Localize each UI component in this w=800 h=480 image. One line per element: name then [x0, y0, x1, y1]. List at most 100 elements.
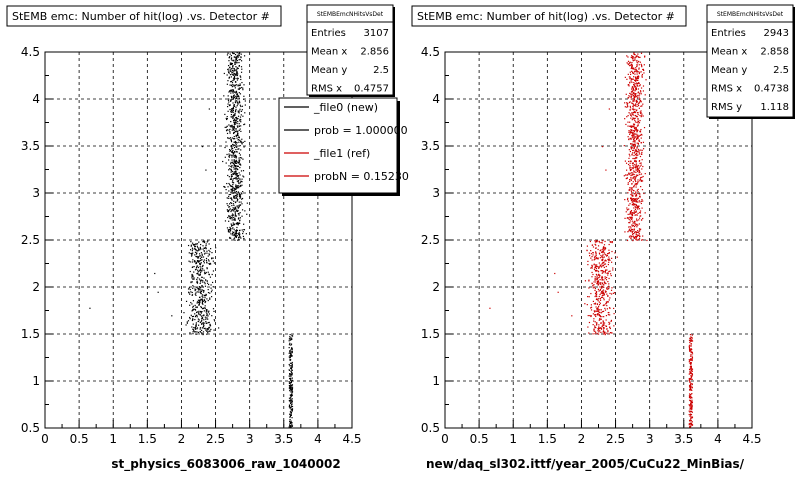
data-point — [635, 104, 637, 106]
data-point — [688, 419, 691, 421]
data-point — [234, 144, 236, 146]
data-point — [633, 236, 635, 238]
y-tick-label: 1 — [32, 374, 40, 388]
data-point — [689, 359, 692, 361]
data-point — [597, 280, 599, 282]
data-point — [206, 267, 208, 269]
data-point — [235, 169, 237, 171]
data-point — [610, 275, 612, 277]
data-point — [196, 291, 198, 293]
data-point — [638, 60, 640, 63]
data-point — [290, 380, 292, 382]
data-point — [189, 316, 191, 319]
data-point — [598, 298, 600, 300]
data-point — [632, 71, 634, 73]
data-point — [691, 416, 693, 418]
data-point — [239, 154, 242, 156]
data-point — [291, 337, 293, 339]
data-point — [630, 229, 633, 231]
data-point — [690, 418, 692, 420]
data-point — [228, 229, 230, 231]
data-point — [232, 173, 235, 175]
data-point — [238, 129, 240, 131]
data-point — [200, 271, 202, 274]
data-point — [198, 274, 200, 276]
data-point — [229, 53, 231, 55]
data-point — [607, 314, 609, 316]
data-point — [610, 293, 613, 295]
data-point — [201, 319, 203, 322]
data-point — [601, 277, 603, 279]
data-point — [228, 195, 230, 198]
data-point — [627, 163, 630, 166]
data-point — [593, 318, 595, 320]
data-point — [231, 69, 234, 71]
data-point — [229, 185, 232, 187]
data-point — [629, 226, 631, 228]
data-point — [229, 128, 231, 130]
data-point — [634, 105, 637, 107]
data-point — [595, 281, 597, 283]
data-point — [205, 311, 207, 313]
data-point — [243, 176, 245, 178]
data-point — [632, 230, 634, 232]
data-point — [199, 321, 201, 324]
data-point — [196, 314, 198, 316]
data-point — [638, 167, 640, 169]
data-point — [637, 197, 640, 199]
data-point — [228, 209, 230, 211]
data-point — [197, 324, 200, 326]
data-point — [636, 151, 639, 153]
data-point — [628, 217, 630, 219]
data-point — [289, 415, 292, 417]
data-point — [234, 230, 236, 232]
data-point — [609, 241, 611, 243]
data-point — [629, 187, 631, 189]
data-point — [629, 92, 631, 95]
data-point — [636, 157, 638, 159]
data-point — [603, 294, 605, 296]
data-point — [639, 131, 641, 133]
data-point — [236, 194, 239, 196]
data-point — [633, 52, 635, 54]
data-point — [230, 191, 232, 193]
data-point — [604, 248, 607, 250]
data-point — [595, 252, 597, 254]
data-point — [636, 234, 638, 236]
data-point — [603, 324, 605, 326]
data-point — [636, 223, 638, 225]
data-point — [604, 333, 606, 336]
data-point — [602, 254, 604, 256]
data-point — [234, 191, 236, 193]
data-point — [231, 199, 233, 201]
data-point — [205, 243, 207, 245]
stats-value: 2943 — [764, 28, 789, 39]
data-point — [635, 127, 637, 129]
data-point — [634, 142, 636, 144]
data-point — [599, 302, 602, 304]
data-point — [236, 229, 238, 231]
data-point — [627, 182, 629, 184]
data-point — [629, 235, 631, 237]
stats-label: Mean x — [711, 47, 747, 58]
data-point — [691, 406, 693, 408]
data-point — [593, 281, 595, 283]
data-point — [629, 81, 631, 83]
stats-label: RMS x — [711, 84, 742, 95]
data-point — [237, 85, 239, 87]
data-point — [234, 194, 237, 197]
data-point — [600, 283, 602, 285]
data-point — [241, 229, 243, 231]
data-point — [599, 274, 601, 277]
data-point — [232, 208, 234, 211]
data-point — [227, 68, 229, 71]
data-point — [643, 69, 645, 72]
data-point — [232, 178, 235, 180]
data-point — [233, 94, 235, 96]
data-point — [235, 235, 237, 237]
data-point — [632, 100, 634, 102]
data-point — [598, 266, 600, 268]
data-point — [186, 321, 188, 323]
data-point — [604, 249, 606, 251]
data-point — [237, 210, 239, 212]
